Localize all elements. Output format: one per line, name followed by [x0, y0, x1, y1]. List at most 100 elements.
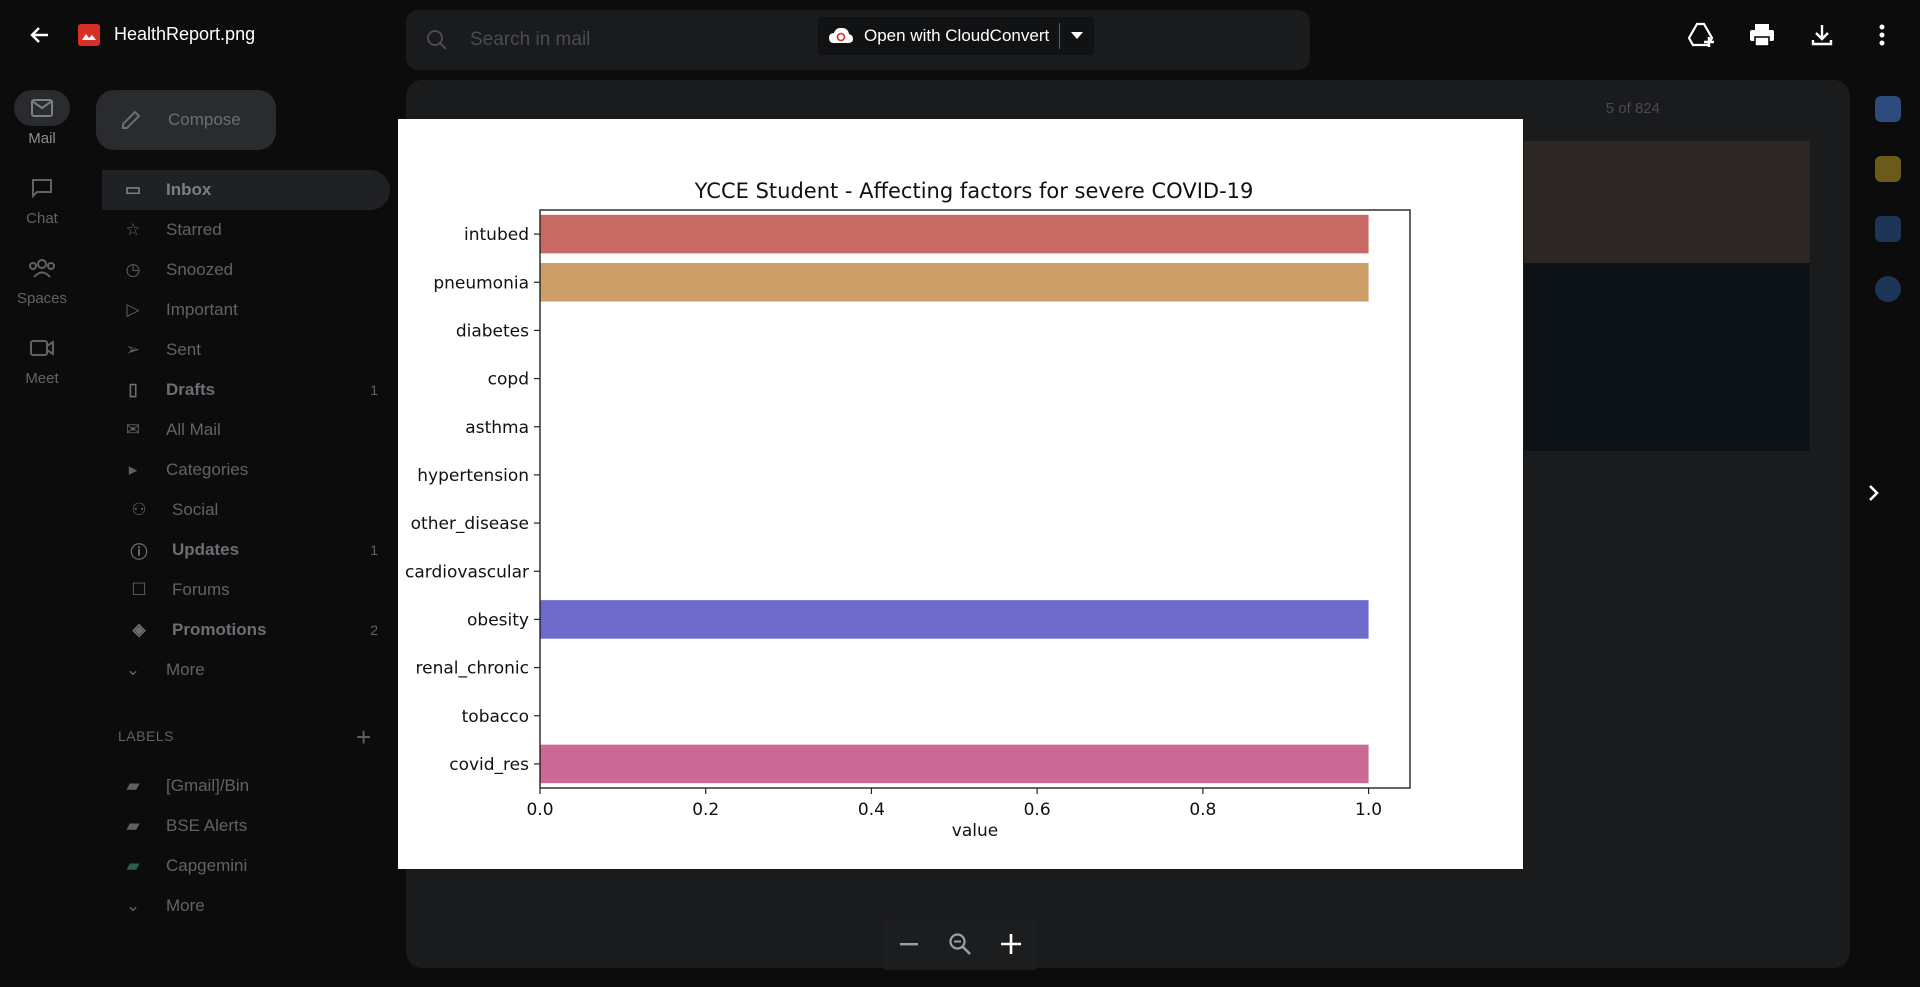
nav-label: Social	[172, 500, 219, 519]
nav-label: Starred	[166, 220, 222, 239]
label-item[interactable]: ▰ BSE Alerts	[102, 806, 390, 846]
add-to-drive-button[interactable]	[1682, 15, 1722, 55]
nav-item-important[interactable]: ▷ Important	[102, 290, 390, 330]
y-tick-label: copd	[488, 370, 529, 390]
x-tick-label: 0.2	[692, 800, 719, 820]
plus-icon	[1001, 934, 1022, 954]
app-rail: Mail Chat Spaces Meet	[0, 90, 84, 410]
x-tick-label: 0.8	[1189, 800, 1216, 820]
x-tick-label: 0.4	[858, 800, 885, 820]
star-icon: ☆	[125, 220, 141, 239]
rail-item-mail[interactable]: Mail	[0, 90, 84, 170]
label-name: More	[166, 896, 205, 915]
chevron-down-icon: ⌄	[125, 660, 141, 679]
viewer-toolbar: HealthReport.png Open with CloudConvert	[0, 0, 1920, 70]
nav-label: Sent	[166, 340, 201, 359]
search-icon	[427, 30, 447, 50]
bar-intubed	[540, 214, 1369, 254]
nav-item-drafts[interactable]: ▯ Drafts 1	[102, 370, 390, 410]
nav-item-forums[interactable]: ☐ Forums	[102, 570, 390, 610]
calendar-icon[interactable]	[1875, 96, 1901, 122]
meet-icon	[30, 340, 54, 356]
clock-icon: ◷	[125, 260, 141, 279]
rail-label: Meet	[25, 370, 59, 387]
nav-item-snoozed[interactable]: ◷ Snoozed	[102, 250, 390, 290]
image-preview: YCCE Student - Affecting factors for sev…	[398, 119, 1523, 869]
x-tick-label: 0.6	[1024, 800, 1051, 820]
bar-obesity	[540, 600, 1369, 639]
nav-item-categories[interactable]: ▸ Categories	[102, 450, 390, 490]
arrow-left-icon	[30, 27, 48, 43]
next-file-button[interactable]	[1856, 473, 1892, 513]
chevron-right-icon	[1869, 485, 1879, 501]
mail-icon	[31, 99, 53, 117]
nav-label: Categories	[166, 460, 249, 479]
nav-item-promotions[interactable]: ◈ Promotions 2	[102, 610, 390, 650]
rail-label: Chat	[26, 210, 58, 227]
open-with-cloudconvert[interactable]: Open with CloudConvert	[818, 17, 1059, 55]
label-icon: ▰	[126, 816, 140, 835]
people-icon: ⚇	[131, 500, 147, 519]
drive-add-icon	[1688, 22, 1714, 47]
labels-list: ▰ [Gmail]/Bin ▰ BSE Alerts ▰ Capgemini ⌄ Mor…	[102, 766, 390, 926]
search-input[interactable]: Search in mail	[470, 29, 591, 50]
y-tick-label: pneumonia	[433, 273, 529, 293]
y-tick-labels: intubed pneumonia diabetes copd asthma hypert…	[405, 225, 540, 775]
send-icon: ➢	[125, 340, 141, 359]
zoom-in-button[interactable]	[991, 924, 1031, 964]
open-with-button[interactable]: Open with CloudConvert	[818, 17, 1095, 55]
rail-item-chat[interactable]: Chat	[0, 170, 84, 250]
y-tick-label: other_disease	[411, 514, 529, 534]
compose-button[interactable]: Compose	[96, 90, 276, 150]
label-item[interactable]: ▰ Capgemini	[102, 846, 390, 886]
rail-label: Mail	[28, 130, 56, 147]
draft-icon: ▯	[128, 380, 138, 399]
nav-item-more[interactable]: ⌄ More	[102, 650, 390, 690]
label-item[interactable]: ▰ [Gmail]/Bin	[102, 766, 390, 806]
viewer-actions	[1682, 15, 1902, 55]
add-label-icon[interactable]: +	[356, 722, 372, 752]
nav-label: Promotions	[172, 620, 267, 639]
axes-frame	[539, 209, 1411, 789]
nav-item-starred[interactable]: ☆ Starred	[102, 210, 390, 250]
more-options-button[interactable]	[1862, 15, 1902, 55]
nav-label: Inbox	[166, 180, 212, 199]
print-button[interactable]	[1742, 15, 1782, 55]
image-file-icon	[78, 24, 100, 46]
x-axis-label: value	[952, 821, 998, 841]
download-icon	[1811, 25, 1833, 46]
nav-item-inbox[interactable]: ▭ Inbox	[102, 170, 390, 210]
labels-more[interactable]: ⌄ More	[102, 886, 390, 926]
forum-icon: ☐	[131, 580, 147, 599]
nav-item-sent[interactable]: ➢ Sent	[102, 330, 390, 370]
label-icon: ▰	[126, 776, 140, 795]
y-tick-label: asthma	[465, 418, 529, 438]
y-tick-label: renal_chronic	[416, 659, 529, 679]
nav-label: Important	[166, 300, 238, 319]
zoom-out-button[interactable]	[889, 924, 929, 964]
email-image-block	[1524, 263, 1810, 451]
y-tick-label: covid_res	[449, 755, 529, 775]
open-with-dropdown[interactable]	[1060, 17, 1094, 55]
nav-item-updates[interactable]: ⓘ Updates 1	[102, 530, 390, 570]
back-button[interactable]	[20, 15, 60, 55]
chart-bars	[540, 214, 1369, 784]
nav-label: All Mail	[166, 420, 221, 439]
y-tick-label: diabetes	[456, 321, 529, 341]
keep-icon[interactable]	[1875, 156, 1901, 182]
nav-label: Updates	[172, 540, 240, 559]
contacts-icon[interactable]	[1875, 276, 1901, 302]
nav-label: Forums	[172, 580, 230, 599]
nav-item-social[interactable]: ⚇ Social	[102, 490, 390, 530]
download-button[interactable]	[1802, 15, 1842, 55]
zoom-reset-button[interactable]	[940, 924, 980, 964]
nav-item-all-mail[interactable]: ✉ All Mail	[102, 410, 390, 450]
file-name: HealthReport.png	[114, 24, 256, 44]
tasks-icon[interactable]	[1875, 216, 1901, 242]
side-panel-apps	[1856, 96, 1920, 336]
rail-item-meet[interactable]: Meet	[0, 330, 84, 410]
inbox-icon: ▭	[124, 180, 142, 199]
printer-icon	[1750, 24, 1774, 47]
rail-item-spaces[interactable]: Spaces	[0, 250, 84, 330]
labels-heading: LABELS	[118, 728, 174, 744]
